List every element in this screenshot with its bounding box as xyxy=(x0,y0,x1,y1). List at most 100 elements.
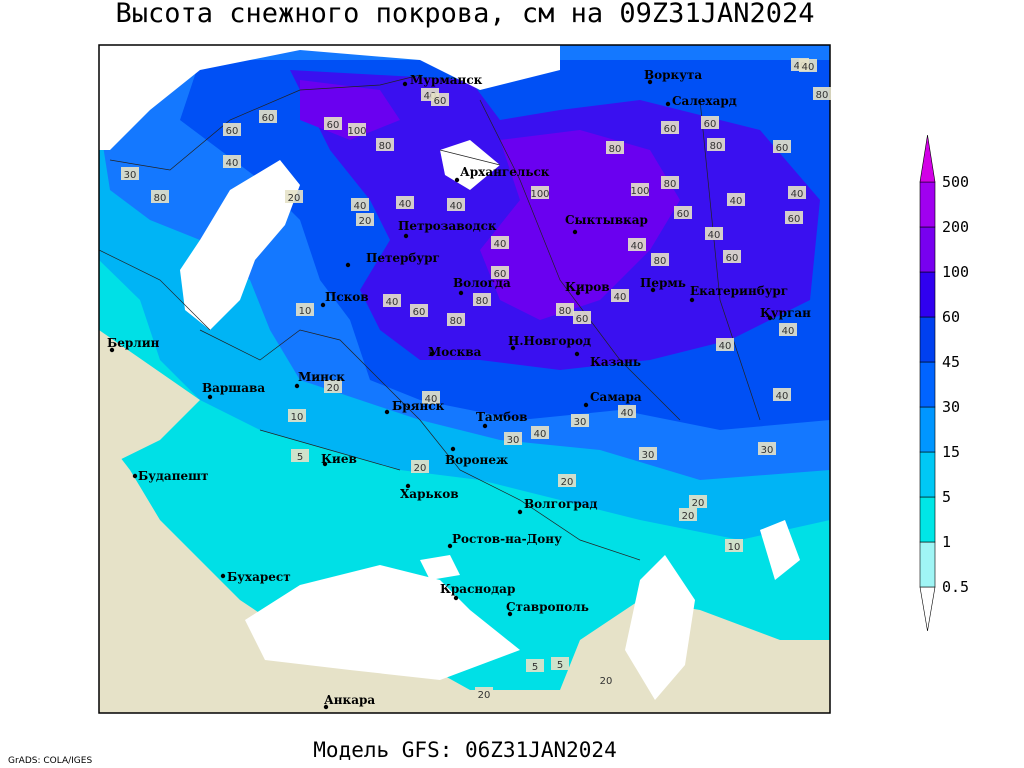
legend-label: 0.5 xyxy=(942,578,969,596)
legend-label: 5 xyxy=(942,488,951,506)
contour-label-box xyxy=(773,388,791,401)
city-dot xyxy=(405,483,411,489)
city-dot xyxy=(294,383,300,389)
contour-label: 40 xyxy=(802,62,815,73)
contour-label: 40 xyxy=(614,292,627,303)
contour-label: 60 xyxy=(226,126,239,137)
contour-label: 40 xyxy=(386,297,399,308)
city-dot xyxy=(322,461,328,467)
legend-label: 1 xyxy=(942,533,951,551)
city-label: Екатеринбург xyxy=(690,284,788,298)
contour-label: 80 xyxy=(154,193,167,204)
contour-label: 60 xyxy=(494,269,507,280)
contour-label-box xyxy=(121,167,139,180)
contour-label-box xyxy=(475,687,493,700)
city-dot xyxy=(109,347,115,353)
city-label: Н.Новгород xyxy=(508,334,591,348)
contour-label-box xyxy=(725,539,743,552)
city-label: Пермь xyxy=(640,276,686,290)
city-dot xyxy=(453,595,459,601)
contour-label: 60 xyxy=(726,253,739,264)
contour-label-box xyxy=(376,138,394,151)
city-label: Вологда xyxy=(453,276,511,290)
contour-label-box xyxy=(551,657,569,670)
city-dot xyxy=(447,543,453,549)
city-dot xyxy=(665,101,671,107)
contour-label: 80 xyxy=(664,179,677,190)
city-label: Бухарест xyxy=(227,570,291,584)
contour-label: 60 xyxy=(413,307,426,318)
city-label: Брянск xyxy=(392,399,445,413)
legend-swatch xyxy=(919,586,936,632)
contour-label-box xyxy=(779,323,797,336)
city-dot xyxy=(207,394,213,400)
legend-swatch xyxy=(919,451,936,498)
contour-label-box xyxy=(348,123,366,136)
city-dot xyxy=(517,509,523,515)
contour-label-box xyxy=(651,253,669,266)
contour-label-box xyxy=(422,391,440,404)
contour-label: 20 xyxy=(692,498,705,509)
contour-label: 40 xyxy=(730,196,743,207)
legend-swatch xyxy=(919,226,936,273)
city-label: Краснодар xyxy=(440,582,515,596)
contour-label: 60 xyxy=(434,96,447,107)
contour-label-box xyxy=(504,432,522,445)
contour-label: 40 xyxy=(534,429,547,440)
contour-label: 80 xyxy=(609,144,622,155)
overlay: 40 40 60 60 60 100 80 60 40 30 80 20 40 40 20 40 100 80 1 0… xyxy=(107,58,969,710)
city-dot xyxy=(689,297,695,303)
city-dot xyxy=(220,573,226,579)
contour-label-box xyxy=(447,198,465,211)
contour-label: 40 xyxy=(621,408,634,419)
city-dot xyxy=(320,302,326,308)
legend-swatch xyxy=(919,316,936,363)
contour-label-box xyxy=(723,250,741,263)
city-label: Мурманск xyxy=(410,73,483,87)
legend-swatch xyxy=(919,541,936,588)
contour-label: 30 xyxy=(507,435,520,446)
contour-label-box xyxy=(689,495,707,508)
contour-label: 80 xyxy=(379,141,392,152)
city-dot xyxy=(403,233,409,239)
contour-label-box xyxy=(383,294,401,307)
contour-label-box xyxy=(151,190,169,203)
city-label: Псков xyxy=(325,290,369,304)
contour-label: 5 xyxy=(532,662,538,673)
city-label: Будапешт xyxy=(138,469,208,483)
contour-label: 80 xyxy=(476,296,489,307)
contour-label: 20 xyxy=(561,477,574,488)
contour-label-box xyxy=(356,213,374,226)
contour-label: 40 xyxy=(399,199,412,210)
contour-label-box xyxy=(785,211,803,224)
contour-label: 40 xyxy=(708,230,721,241)
contour-label-box xyxy=(597,673,615,686)
contour-label-box xyxy=(788,186,806,199)
contour-label: 60 xyxy=(788,214,801,225)
contour-label-box xyxy=(679,508,697,521)
contour-label-box xyxy=(705,227,723,240)
contour-label: 100 xyxy=(630,186,649,197)
contour-label-box xyxy=(674,206,692,219)
city-label: Волгоград xyxy=(524,497,597,511)
contour-label-box xyxy=(411,460,429,473)
city-label: Архангельск xyxy=(460,165,550,179)
contour-label-box xyxy=(639,447,657,460)
contour-label: 40 xyxy=(631,241,644,252)
contour-label: 20 xyxy=(478,690,491,701)
city-dot xyxy=(482,423,488,429)
contour-label-box xyxy=(447,313,465,326)
contour-label-box xyxy=(324,380,342,393)
contour-label: 40 xyxy=(791,189,804,200)
contour-label-box xyxy=(571,414,589,427)
city-dot xyxy=(458,290,464,296)
city-label: Салехард xyxy=(672,94,737,108)
city-dot xyxy=(647,79,653,85)
city-label: Петрозаводск xyxy=(398,219,497,233)
city-label: Петербург xyxy=(366,251,440,265)
contour-label: 60 xyxy=(704,119,717,130)
contour-label: 100 xyxy=(530,189,549,200)
contour-label: 60 xyxy=(677,209,690,220)
contour-label: 30 xyxy=(124,170,137,181)
contour-label: 60 xyxy=(262,113,275,124)
